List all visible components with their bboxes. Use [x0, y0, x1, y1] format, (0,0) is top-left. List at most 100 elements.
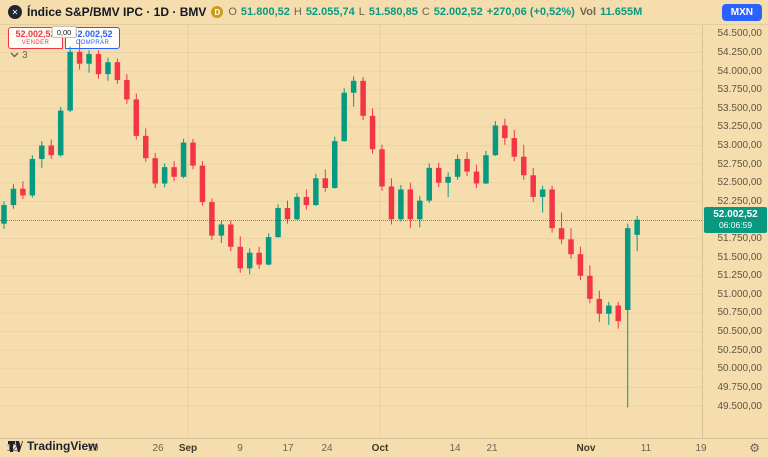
high-value: 52.055,74 [305, 6, 355, 18]
candle-down [284, 208, 291, 220]
candle-down [587, 275, 593, 299]
time-axis-label: 14 [449, 443, 461, 454]
price-axis-label: 53.000,00 [717, 140, 763, 152]
candle-up [1, 205, 7, 224]
price-axis-label: 51.000,00 [717, 288, 763, 300]
candle-down [379, 149, 385, 187]
candle-up [606, 305, 612, 314]
time-axis-month-label: Oct [371, 443, 389, 454]
tradingview-logo-text: TradingView [27, 439, 98, 453]
candle-up [294, 196, 300, 220]
time-axis-month-label: Sep [178, 443, 198, 454]
high-label: H [293, 6, 302, 18]
volume-value: 11.655M [600, 6, 643, 18]
candle-down [209, 202, 215, 236]
candle-down [237, 246, 243, 269]
tradingview-logo[interactable]: TradingView [8, 439, 97, 453]
price-axis[interactable]: 52.002,52 06:06:59 54.500,00 54.250,00 54.… [702, 25, 768, 438]
candle-up [539, 189, 546, 197]
trade-panel: 52.002,52 VENDER 52.002,52 COMPRAR 0,00 [8, 26, 120, 49]
candle-down [322, 178, 329, 188]
symbol-logo-icon: ✕ [8, 5, 22, 19]
candle-up [265, 237, 272, 265]
sell-button[interactable]: 52.002,52 VENDER [8, 27, 63, 49]
indicators-count: 3 [22, 50, 28, 61]
candle-down [133, 99, 140, 136]
price-axis-label: 49.750,00 [717, 381, 763, 393]
candle-down [615, 305, 621, 322]
candle-down [464, 158, 470, 172]
low-value: 51.580,85 [368, 6, 418, 18]
price-axis-label: 53.750,00 [717, 84, 763, 96]
candle-up [246, 252, 253, 269]
indicators-collapse-toggle[interactable]: 3 [10, 50, 28, 61]
price-axis-label: 54.000,00 [717, 65, 763, 77]
candle-down [199, 165, 206, 203]
buy-label: COMPRAR [75, 39, 110, 46]
low-label: L [358, 6, 365, 18]
open-label: O [228, 6, 237, 18]
candle-down [76, 51, 83, 64]
current-price-value: 52.002,52 [713, 209, 758, 221]
price-axis-label: 51.250,00 [717, 270, 763, 282]
delayed-data-badge[interactable]: D [211, 6, 224, 18]
spread-value: 0,00 [51, 26, 77, 38]
chart-pane[interactable] [0, 25, 702, 438]
candle-up [10, 188, 17, 206]
candle-up [57, 110, 64, 156]
sell-price: 52.002,52 [15, 29, 56, 40]
chevron-down-icon [10, 50, 19, 61]
candle-down [171, 167, 177, 177]
candle-up [454, 158, 461, 177]
candle-down [256, 252, 262, 265]
candle-down [360, 80, 366, 116]
time-axis-label: 9 [237, 443, 243, 454]
price-axis-label: 50.250,00 [717, 344, 763, 356]
candle-up [39, 145, 45, 159]
price-axis-label: 52.750,00 [717, 158, 763, 170]
candle-up [417, 200, 423, 220]
candle-down [577, 254, 584, 276]
buy-button[interactable]: 52.002,52 COMPRAR [65, 27, 120, 49]
currency-button[interactable]: MXN [721, 3, 762, 21]
candlestick-chart[interactable] [0, 25, 702, 438]
change-value: +270,06 (+0,52%) [486, 6, 575, 18]
price-axis-label: 52.500,00 [717, 177, 763, 189]
tradingview-logo-icon [8, 440, 23, 452]
candle-up [492, 125, 499, 156]
bar-countdown: 06:06:59 [718, 219, 753, 230]
candle-up [332, 141, 338, 188]
price-axis-label: 53.250,00 [717, 121, 763, 133]
candle-up [105, 62, 111, 75]
time-axis[interactable]: 121926Sep91724Oct1421Nov1119 [0, 438, 768, 457]
candle-up [483, 155, 489, 184]
candle-down [114, 62, 121, 81]
candle-down [568, 239, 574, 255]
sell-label: VENDER [21, 39, 50, 46]
price-axis-label: 54.250,00 [717, 47, 763, 59]
candle-up [313, 178, 319, 206]
time-axis-label: 17 [282, 443, 294, 454]
time-axis-label: 11 [640, 443, 652, 454]
time-axis-label: 21 [486, 443, 498, 454]
candle-down [558, 228, 565, 240]
candle-up [634, 219, 640, 235]
time-axis-label: 19 [87, 443, 99, 454]
candle-down [152, 158, 158, 184]
candle-up [398, 189, 404, 220]
buy-price: 52.002,52 [72, 29, 113, 40]
candle-up [350, 80, 357, 93]
candle-down [143, 135, 149, 159]
candle-up [624, 228, 631, 311]
symbol-title[interactable]: Índice S&P/BMV IPC · 1D · BMV [27, 5, 207, 19]
candle-down [473, 171, 480, 184]
candle-up [341, 92, 347, 142]
candle-down [388, 186, 395, 220]
current-price-label: 52.002,52 06:06:59 [704, 206, 767, 233]
axis-settings-gear-icon[interactable]: ⚙ [749, 441, 760, 455]
candle-down [549, 189, 555, 229]
candle-down [190, 142, 196, 166]
price-axis-label: 51.500,00 [717, 251, 763, 263]
candle-down [228, 224, 234, 247]
ohlc-values: O 51.800,52 H 52.055,74 L 51.580,85 C 52… [228, 6, 574, 18]
